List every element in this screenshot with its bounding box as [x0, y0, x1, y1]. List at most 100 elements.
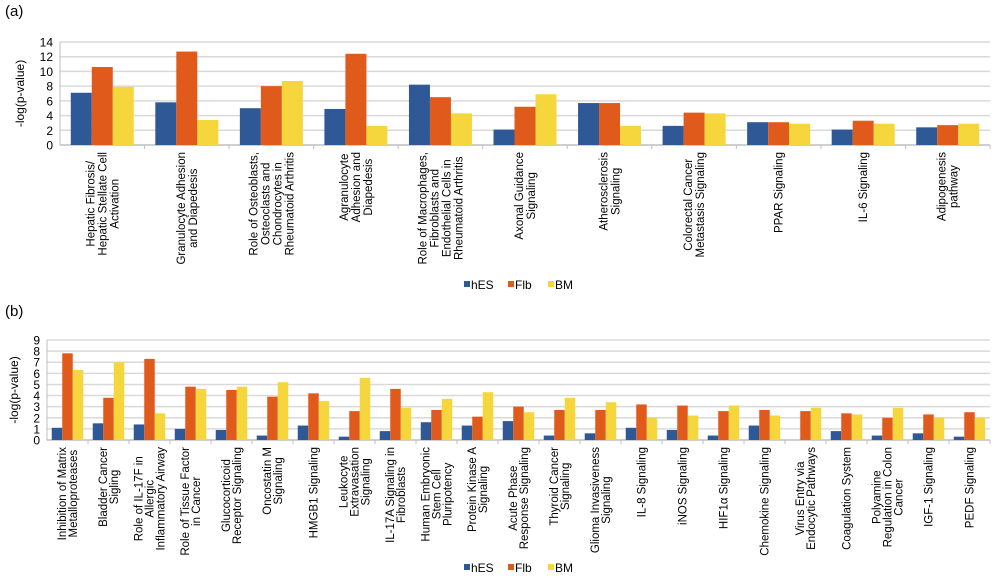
bar-b-BM — [892, 407, 904, 440]
bar-b-hES — [51, 427, 63, 440]
bar-b-BM — [113, 362, 125, 440]
bar-b-hES — [543, 435, 555, 440]
x-category-label-a: Role of Macrophages, — [417, 152, 429, 265]
bar-a-hES — [916, 127, 938, 145]
x-category-label-b: Coagulation System — [842, 447, 854, 550]
bar-b-BM — [851, 414, 863, 440]
y-tick-label-b: 0 — [33, 434, 40, 448]
x-category-label-b: IL-8 Signaling — [637, 447, 649, 517]
bar-b-hES — [707, 435, 719, 440]
x-category-label-a: Role of Osteoblasts, — [248, 152, 260, 256]
y-tick-label-b: 3 — [33, 400, 40, 414]
bar-b-Flb — [759, 410, 770, 440]
x-category-label-a: Endothelial Cells in — [441, 159, 453, 257]
x-category-label-b: Signaling — [560, 463, 572, 510]
x-category-label-b: Signaling — [601, 476, 613, 523]
bar-b-hES — [92, 423, 104, 440]
y-tick-label-b: 5 — [33, 378, 40, 392]
bar-b-BM — [728, 405, 740, 440]
y-tick-label-a: 14 — [40, 36, 54, 50]
x-category-label-b: IGF-1 Signaling — [924, 447, 936, 527]
bar-b-BM — [769, 415, 781, 440]
x-category-label-a: Colorectal Cancer — [683, 159, 695, 251]
bar-b-Flb — [308, 393, 319, 440]
x-category-label-a: Adipogenesis — [937, 152, 949, 221]
x-category-label-b: Oncostatin M — [262, 447, 274, 515]
y-tick-label-a: 2 — [46, 124, 53, 138]
bar-b-Flb — [349, 411, 360, 440]
bar-a-BM — [620, 125, 642, 145]
x-category-label-a: Activation — [109, 179, 121, 229]
x-category-label-b: Role of IL-17F in — [134, 456, 146, 541]
bar-b-BM — [482, 392, 494, 440]
bar-b-Flb — [882, 417, 893, 440]
x-category-label-a: Chondrocytes in — [272, 162, 284, 245]
x-category-label-b: iNOS Signaling — [678, 447, 690, 525]
bar-a-Flb — [514, 106, 536, 145]
bar-b-hES — [338, 436, 350, 440]
bar-b-hES — [174, 428, 186, 440]
bar-b-BM — [933, 417, 945, 440]
y-tick-label-a: 10 — [40, 65, 54, 79]
x-category-label-b: Metalloproteases — [68, 450, 80, 538]
bar-b-hES — [830, 431, 842, 440]
x-category-label-b: Thyroid Cancer — [549, 447, 561, 526]
bar-b-Flb — [472, 416, 483, 440]
bar-b-Flb — [390, 388, 401, 440]
x-category-label-a: Osteoclasts and — [260, 163, 272, 245]
bar-b-Flb — [513, 406, 524, 440]
y-tick-label-a: 4 — [46, 109, 53, 123]
bar-a-BM — [112, 86, 134, 145]
bar-b-BM — [523, 412, 535, 440]
bar-b-BM — [441, 398, 453, 440]
legend-swatch-BM — [548, 281, 554, 287]
bar-b-hES — [461, 425, 473, 440]
bar-b-Flb — [923, 414, 934, 440]
x-category-label-b: Stem Cell — [432, 469, 444, 519]
bar-b-Flb — [718, 411, 729, 440]
bar-b-Flb — [185, 386, 196, 440]
y-tick-label-b: 1 — [33, 422, 40, 436]
bar-a-BM — [535, 94, 557, 145]
y-tick-label-a: 6 — [46, 94, 53, 108]
bar-a-BM — [366, 125, 388, 145]
x-category-label-b: Signaling — [478, 466, 490, 513]
legend-label-BM: BM — [555, 278, 573, 292]
x-category-label-b: Allergic — [145, 480, 157, 518]
x-category-label-b: Receptor Signaling — [232, 447, 244, 544]
y-tick-label-b: 7 — [33, 356, 40, 370]
bar-b-BM — [974, 417, 986, 440]
legend-label-BM: BM — [555, 561, 573, 575]
bar-b-hES — [133, 424, 145, 440]
y-axis-label-a: -log(p-value) — [13, 60, 27, 127]
bar-b-Flb — [144, 358, 155, 440]
y-tick-label-a: 0 — [46, 139, 53, 153]
bar-a-Flb — [937, 125, 959, 145]
x-category-label-b: Pluripotency — [443, 462, 455, 526]
x-category-label-a: Metastasis Signaling — [695, 152, 707, 257]
x-category-label-b: Leukocyte — [339, 456, 351, 508]
legend-swatch-Flb — [508, 281, 514, 287]
x-category-label-b: Protein Kinase A — [467, 447, 479, 532]
bar-b-BM — [72, 370, 84, 440]
bar-b-Flb — [636, 404, 647, 440]
bar-b-Flb — [800, 411, 811, 440]
bar-a-BM — [450, 113, 472, 145]
bar-b-hES — [912, 433, 924, 440]
bar-a-hES — [70, 92, 92, 145]
legend-label-Flb: Flb — [515, 278, 532, 292]
bar-b-hES — [625, 427, 637, 440]
bar-b-hES — [297, 425, 309, 440]
x-category-label-b: Human Embryonic — [421, 447, 433, 542]
bar-b-hES — [953, 436, 965, 440]
bar-b-BM — [154, 413, 166, 440]
bar-b-hES — [666, 430, 678, 440]
y-tick-label-a: 12 — [40, 50, 54, 64]
x-category-label-b: HMGB1 Signaling — [309, 447, 321, 538]
bar-b-BM — [277, 382, 289, 440]
bar-a-Flb — [852, 120, 874, 145]
x-category-label-b: Glucocorticoid — [221, 459, 233, 532]
bar-b-Flb — [595, 410, 606, 440]
bar-a-hES — [239, 108, 261, 145]
